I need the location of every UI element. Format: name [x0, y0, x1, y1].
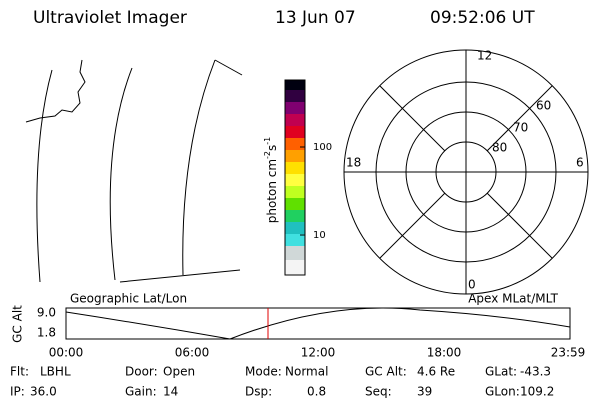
mlt-label: 6 [576, 156, 584, 170]
colorbar-tick: 100 [313, 142, 332, 153]
mlat-label: 80 [492, 141, 507, 155]
status-label: GC Alt: [365, 365, 407, 379]
status-label: IP: [10, 385, 25, 399]
timeline-right-label: Apex MLat/MLT [468, 292, 558, 306]
status-value: -43.3 [520, 365, 551, 379]
timeline-ytick: 1.8 [37, 326, 56, 340]
status-label: GLat: [485, 365, 517, 379]
status-panel: Flt: LBHL Door: Open Mode: Normal GC Alt: 4.6 R… [10, 365, 554, 399]
label-part: -2 [263, 151, 272, 159]
status-value: LBHL [40, 365, 71, 379]
status-value: 39 [417, 385, 432, 399]
label-part: -1 [263, 137, 272, 145]
timeline-xtick: 06:00 [175, 346, 210, 360]
status-label: Mode: [245, 365, 282, 379]
status-value: 109.2 [520, 385, 554, 399]
time: 09:52:06 UT [430, 8, 535, 28]
polar-grid [343, 49, 589, 295]
mlat-label: 60 [536, 99, 551, 113]
status-value: Normal [285, 365, 328, 379]
timeline-axis-title: GC Alt [11, 305, 25, 343]
status-label: Dsp: [245, 385, 272, 399]
mlt-label: 18 [346, 156, 361, 170]
status-value: 14 [163, 385, 178, 399]
mlt-label: 0 [468, 278, 476, 292]
status-value: 0.8 [307, 385, 326, 399]
timeline-left-label: Geographic Lat/Lon [70, 292, 187, 306]
timeline-xtick: 00:00 [49, 346, 84, 360]
title: Ultraviolet Imager [33, 8, 187, 28]
status-label: Seq: [365, 385, 392, 399]
label-part: s [265, 145, 279, 151]
status-value: 36.0 [30, 385, 57, 399]
timeline-ytick: 9.0 [37, 306, 56, 320]
colorbar-tick: 10 [313, 230, 326, 241]
mlt-label: 12 [477, 49, 492, 63]
colorbar [284, 79, 306, 276]
timeline-xtick: 23:59 [551, 346, 586, 360]
mlat-label: 70 [513, 121, 528, 135]
label-part: photon cm [265, 159, 279, 223]
status-label: Gain: [125, 385, 157, 399]
colorbar-label: photon cm-2s-1 [263, 137, 279, 224]
status-value: 4.6 Re [417, 365, 455, 379]
timeline-xtick: 18:00 [427, 346, 462, 360]
status-label: GLon: [485, 385, 520, 399]
timeline-xtick: 12:00 [301, 346, 336, 360]
status-value: Open [163, 365, 195, 379]
status-label: Flt: [10, 365, 29, 379]
status-label: Door: [125, 365, 158, 379]
timeline [65, 307, 571, 340]
geo-grid [25, 59, 243, 283]
date: 13 Jun 07 [275, 8, 356, 28]
